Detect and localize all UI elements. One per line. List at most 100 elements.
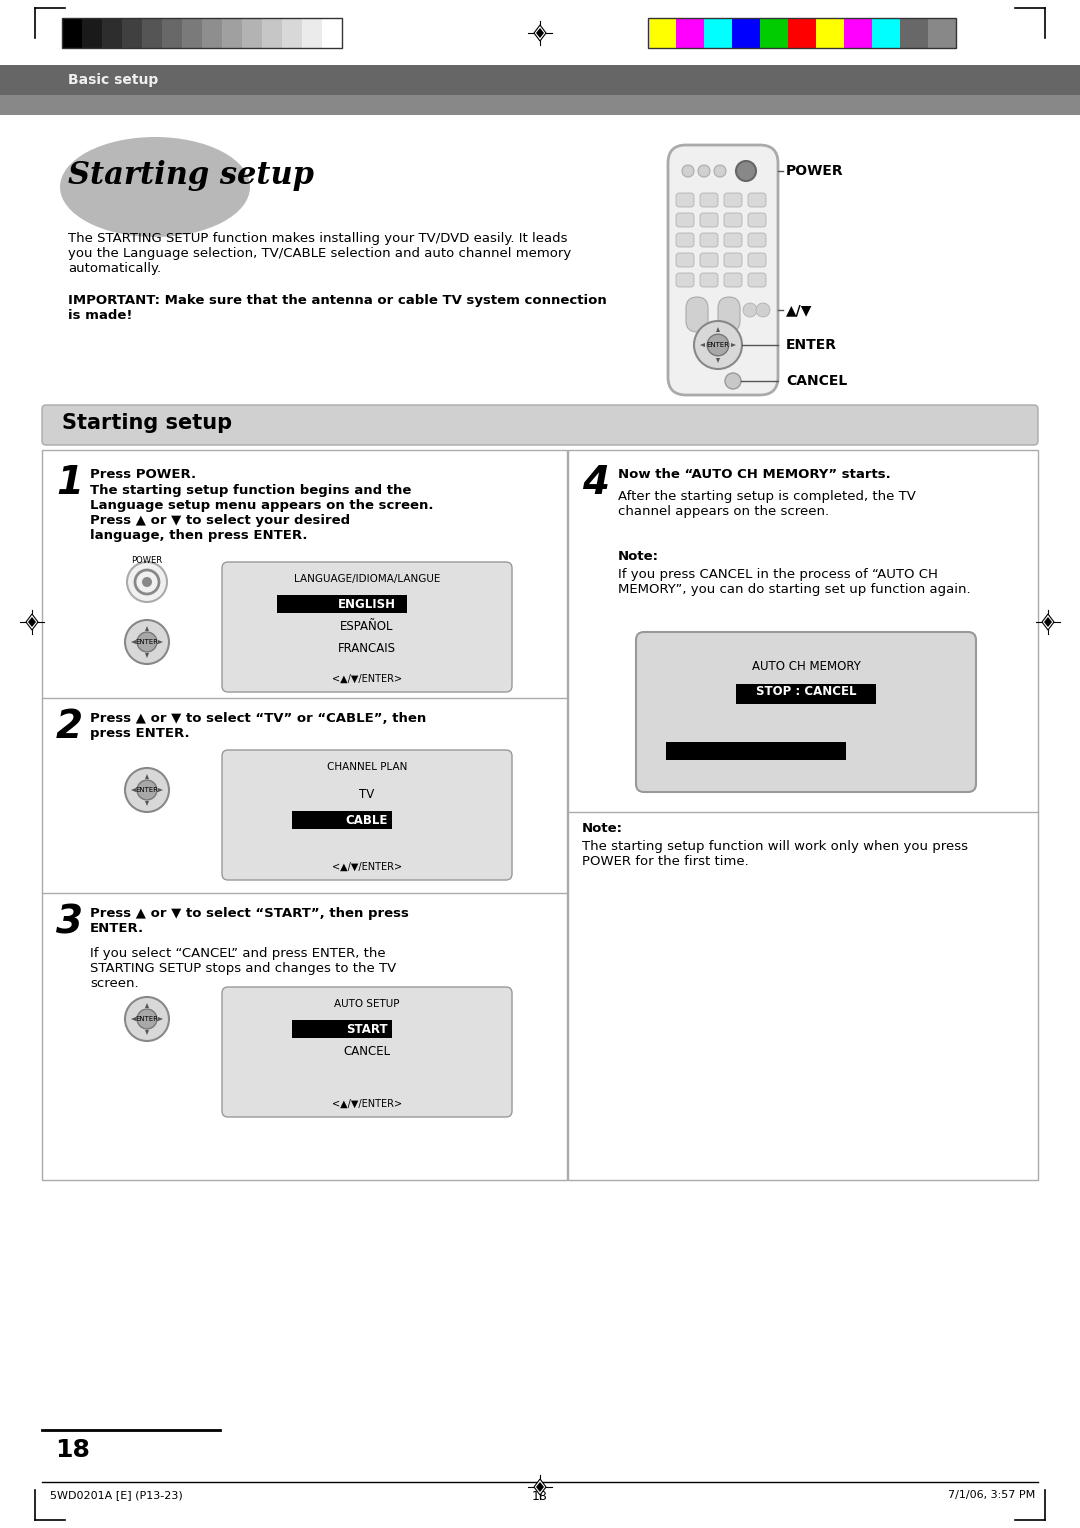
Bar (141, 18, 162, 47)
FancyBboxPatch shape (676, 274, 694, 287)
Circle shape (698, 165, 710, 177)
FancyBboxPatch shape (636, 633, 976, 792)
FancyBboxPatch shape (700, 274, 718, 287)
Bar (0, 66, 1080, 115)
Bar (102, 18, 122, 47)
Circle shape (756, 303, 770, 316)
Text: TV: TV (360, 788, 375, 801)
Text: <▲/▼/ENTER>: <▲/▼/ENTER> (332, 1099, 402, 1109)
Text: AUTO SETUP: AUTO SETUP (334, 999, 400, 1008)
FancyBboxPatch shape (686, 296, 708, 332)
Bar (292, 811, 392, 830)
FancyBboxPatch shape (700, 232, 718, 248)
Bar (843, 18, 872, 47)
Text: Starting setup: Starting setup (62, 413, 232, 432)
Text: ENTER: ENTER (786, 338, 837, 351)
Bar (292, 1021, 392, 1038)
Text: CANCEL: CANCEL (786, 374, 847, 388)
Text: Basic setup: Basic setup (68, 73, 159, 87)
Text: LANGUAGE/IDIOMA/LANGUE: LANGUAGE/IDIOMA/LANGUE (294, 575, 441, 584)
Text: The starting setup function will work only when you press
POWER for the first ti: The starting setup function will work on… (582, 840, 968, 868)
Polygon shape (26, 614, 38, 630)
FancyBboxPatch shape (748, 193, 766, 206)
Circle shape (127, 562, 167, 602)
Polygon shape (145, 1002, 149, 1008)
Bar (900, 18, 928, 47)
Bar (302, 18, 322, 47)
Bar (704, 18, 732, 47)
Polygon shape (28, 617, 36, 626)
Bar (162, 18, 183, 47)
Text: 5WD0201A [E] (P13-23): 5WD0201A [E] (P13-23) (50, 1490, 183, 1500)
Polygon shape (534, 24, 546, 41)
Polygon shape (131, 788, 136, 792)
FancyBboxPatch shape (748, 274, 766, 287)
Polygon shape (158, 640, 163, 643)
FancyBboxPatch shape (42, 405, 1038, 445)
Bar (122, 18, 141, 47)
Text: Press ▲ or ▼ to select “START”, then press
ENTER.: Press ▲ or ▼ to select “START”, then pre… (90, 908, 409, 935)
Text: FRANCAIS: FRANCAIS (338, 642, 396, 656)
FancyBboxPatch shape (676, 254, 694, 267)
Text: ENTER: ENTER (135, 639, 159, 645)
Bar (282, 18, 302, 47)
Circle shape (707, 335, 729, 356)
FancyBboxPatch shape (669, 145, 778, 396)
Text: AUTO CH MEMORY: AUTO CH MEMORY (752, 660, 861, 672)
Text: 18: 18 (532, 1490, 548, 1504)
Bar (648, 18, 676, 47)
Circle shape (125, 769, 168, 811)
Bar (928, 18, 956, 47)
Polygon shape (700, 342, 705, 347)
FancyBboxPatch shape (748, 212, 766, 228)
Ellipse shape (60, 138, 249, 237)
Circle shape (725, 373, 741, 390)
Circle shape (743, 303, 757, 316)
Circle shape (681, 165, 694, 177)
Bar (788, 18, 816, 47)
Bar (262, 18, 282, 47)
Bar (760, 18, 788, 47)
Polygon shape (145, 801, 149, 805)
FancyBboxPatch shape (724, 193, 742, 206)
FancyBboxPatch shape (724, 232, 742, 248)
Circle shape (137, 1008, 157, 1028)
FancyBboxPatch shape (724, 212, 742, 228)
Bar (242, 18, 262, 47)
Text: CHANNEL PLAN: CHANNEL PLAN (327, 762, 407, 772)
FancyBboxPatch shape (222, 750, 512, 880)
Circle shape (137, 781, 157, 799)
Bar (222, 18, 242, 47)
FancyBboxPatch shape (222, 987, 512, 1117)
Polygon shape (536, 1482, 544, 1491)
Text: POWER: POWER (786, 163, 843, 177)
Polygon shape (731, 342, 735, 347)
Text: 1: 1 (56, 465, 83, 503)
Text: IMPORTANT: Make sure that the antenna or cable TV system connection
is made!: IMPORTANT: Make sure that the antenna or… (68, 293, 607, 322)
Text: ▲/▼: ▲/▼ (786, 303, 812, 316)
Bar (732, 18, 760, 47)
Text: 2: 2 (56, 707, 83, 746)
Text: 18: 18 (55, 1438, 90, 1462)
Polygon shape (158, 1018, 163, 1021)
FancyBboxPatch shape (724, 274, 742, 287)
Text: Note:: Note: (582, 822, 623, 834)
Polygon shape (1044, 617, 1052, 626)
Text: ENTER: ENTER (135, 1016, 159, 1022)
FancyBboxPatch shape (748, 232, 766, 248)
Bar (816, 18, 843, 47)
Text: Press ▲ or ▼ to select “TV” or “CABLE”, then
press ENTER.: Press ▲ or ▼ to select “TV” or “CABLE”, … (90, 712, 427, 740)
FancyBboxPatch shape (700, 254, 718, 267)
Bar (0, 95, 1080, 115)
FancyBboxPatch shape (676, 232, 694, 248)
Circle shape (125, 620, 168, 665)
Bar (183, 18, 202, 47)
Text: If you press CANCEL in the process of “AUTO CH
MEMORY”, you can do starting set : If you press CANCEL in the process of “A… (618, 568, 971, 596)
Bar (202, 18, 222, 47)
FancyBboxPatch shape (676, 193, 694, 206)
FancyBboxPatch shape (718, 296, 740, 332)
Polygon shape (145, 626, 149, 631)
Text: After the starting setup is completed, the TV
channel appears on the screen.: After the starting setup is completed, t… (618, 490, 916, 518)
Bar (872, 18, 900, 47)
FancyBboxPatch shape (724, 254, 742, 267)
